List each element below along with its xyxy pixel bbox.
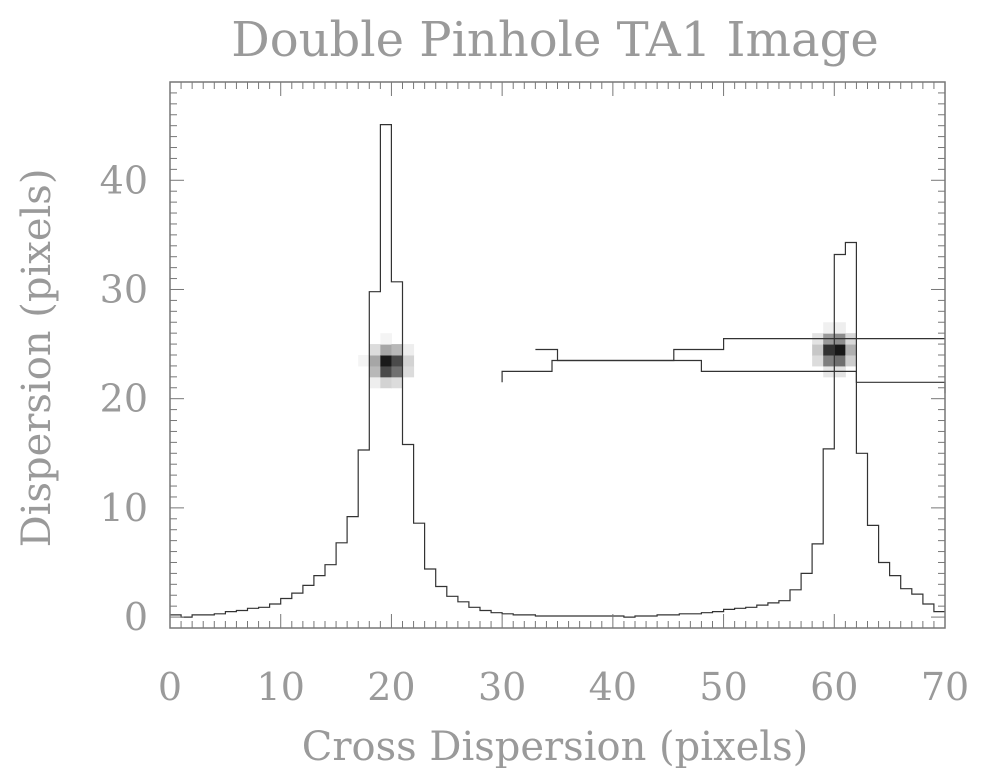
spot-pixel <box>380 365 392 378</box>
spot-pixel <box>812 355 824 367</box>
spot-pixel <box>402 344 415 356</box>
spot-pixel <box>834 344 846 356</box>
y-tick-label: 20 <box>100 377 148 421</box>
spot-pixel <box>812 344 824 356</box>
x-tick-label: 70 <box>921 665 969 709</box>
spot-pixel <box>391 376 403 389</box>
x-axis-label: Cross Dispersion (pixels) <box>302 724 808 768</box>
x-tick-label: 50 <box>699 665 747 709</box>
x-tick-label: 0 <box>158 665 182 709</box>
spot-pixel <box>391 355 403 367</box>
tick-layer <box>169 82 946 628</box>
spot-layer <box>358 322 857 389</box>
y-tick-label: 10 <box>100 486 148 530</box>
spot-pixel <box>834 322 846 334</box>
spot-pixel <box>823 322 835 334</box>
x-tick-label: 20 <box>367 665 415 709</box>
spot-pixel <box>369 365 381 378</box>
spot-pixel <box>369 355 381 367</box>
spot-pixel <box>358 355 370 367</box>
spot-pixel <box>391 365 403 378</box>
spot-pixel <box>845 344 857 356</box>
tick-label-layer: 0 10 20 30 40 50 60 70 0 10 20 30 40 <box>100 158 970 709</box>
series-layer <box>170 124 946 618</box>
y-tick-label: 40 <box>100 158 148 202</box>
cross-dispersion-profile <box>170 124 945 618</box>
y-axis-label: Dispersion (pixels) <box>14 169 60 548</box>
y-tick-label: 0 <box>124 595 148 639</box>
plot-frame <box>169 81 946 629</box>
spot-pixel <box>369 344 381 356</box>
x-tick-label: 30 <box>478 665 526 709</box>
spot-pixel <box>380 355 392 367</box>
x-tick-label: 10 <box>257 665 305 709</box>
spot-pixel <box>391 344 403 356</box>
x-tick-label: 60 <box>810 665 858 709</box>
spot-pixel <box>369 376 381 389</box>
spot-pixel <box>380 344 392 356</box>
spot-pixel <box>402 365 415 378</box>
spot-pixel <box>823 355 835 367</box>
spot-pixel <box>845 355 857 367</box>
spot-pixel <box>834 355 846 367</box>
spot-pixel <box>402 355 415 367</box>
spot-pixel <box>380 376 392 389</box>
spot-pixel <box>823 344 835 356</box>
spot-pixel <box>380 333 392 345</box>
chart-title: Double Pinhole TA1 Image <box>231 12 879 68</box>
x-tick-label: 40 <box>589 665 637 709</box>
y-tick-label: 30 <box>100 267 148 311</box>
dispersion-profile-2 <box>535 348 946 394</box>
